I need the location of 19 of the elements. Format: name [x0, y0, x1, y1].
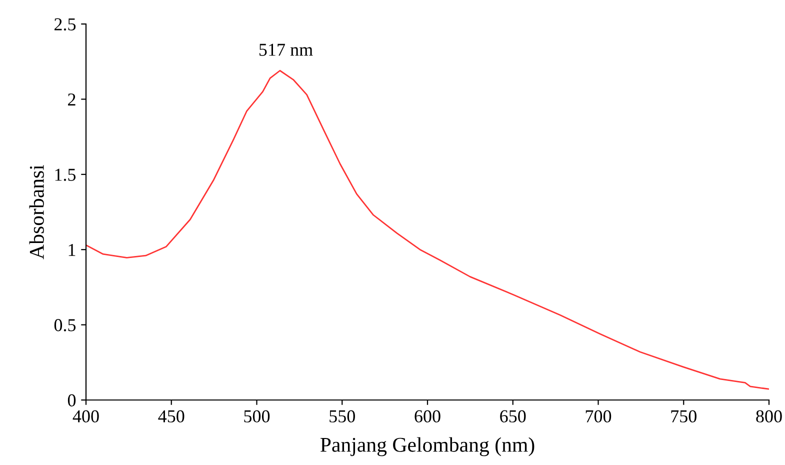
x-tick-label: 500 [244, 410, 270, 422]
x-tick-label: 650 [500, 410, 526, 422]
line-series [86, 70, 769, 390]
y-tick-label: 1 [68, 244, 76, 256]
y-tick-label: 1.5 [55, 168, 76, 181]
y-tick-label: 2 [68, 94, 76, 106]
x-tick-label: 550 [330, 410, 355, 422]
y-tick-label: 0.5 [54, 319, 76, 332]
x-tick-label: 750 [671, 410, 696, 422]
x-tick-label: 800 [756, 410, 782, 422]
x-tick-label: 700 [586, 410, 612, 422]
x-tick-label: 400 [72, 410, 99, 422]
y-tick-label: 2.5 [54, 18, 76, 31]
annotation: 517 nm [259, 44, 313, 56]
y-axis-title: Absorbansi [29, 164, 44, 260]
x-axis-title: Panjang Gelombang (nm) [320, 437, 534, 456]
y-tick-label: 0 [68, 394, 76, 406]
x-tick-label: 600 [414, 410, 440, 422]
x-tick-label: 450 [158, 410, 184, 422]
